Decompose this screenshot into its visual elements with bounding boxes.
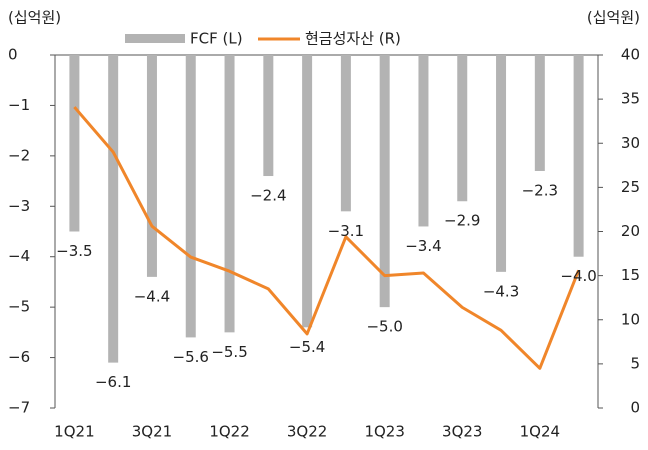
data-label: −4.4 (134, 287, 170, 305)
y2-tick-label: 5 (630, 354, 640, 372)
data-label: −5.0 (366, 318, 402, 336)
bar (224, 55, 235, 333)
line (73, 106, 581, 370)
bar (302, 55, 313, 328)
y2-tick-label: 35 (621, 90, 640, 108)
legend-swatch (125, 34, 185, 43)
y2-tick-label: 10 (621, 310, 640, 328)
bar (418, 55, 429, 227)
y2-tick-label: 25 (621, 178, 640, 196)
data-label: −3.5 (56, 242, 92, 260)
bar (185, 55, 196, 338)
x-tick-label: 1Q22 (209, 423, 249, 441)
x-tick-label: 3Q22 (287, 423, 327, 441)
y-tick-label: −7 (8, 399, 30, 417)
bar (108, 55, 119, 363)
y-tick-label: −5 (8, 298, 30, 316)
right-unit: (십억원) (587, 9, 640, 27)
y-tick-label: −2 (8, 146, 30, 164)
left-unit: (십억원) (8, 9, 61, 27)
bar (457, 55, 468, 202)
y-tick-label: −4 (8, 247, 30, 265)
data-label: −5.6 (173, 348, 209, 366)
data-label: −6.1 (95, 373, 131, 391)
bar (534, 55, 545, 171)
bar (69, 55, 80, 232)
data-label: −2.3 (522, 181, 558, 199)
data-label: −3.1 (328, 222, 364, 240)
y2-tick-label: 15 (621, 266, 640, 284)
bar (263, 55, 274, 177)
x-tick-label: 3Q21 (132, 423, 172, 441)
data-label: −5.5 (211, 343, 247, 361)
y2-tick-label: 30 (621, 134, 640, 152)
bar (379, 55, 390, 308)
data-label: −4.3 (483, 282, 519, 300)
data-label: −5.4 (289, 338, 325, 356)
y2-tick-label: 40 (621, 46, 640, 64)
bar (340, 55, 351, 212)
x-tick-label: 3Q23 (442, 423, 482, 441)
y-tick-label: −1 (8, 96, 30, 114)
x-tick-label: 1Q24 (520, 423, 560, 441)
x-tick-label: 1Q21 (54, 423, 94, 441)
bar (496, 55, 507, 272)
data-label: −3.4 (405, 237, 441, 255)
data-label: −4.0 (560, 267, 596, 285)
legend-label: 현금성자산 (R) (305, 30, 401, 48)
y-tick-label: 0 (8, 46, 18, 64)
bar (146, 55, 157, 277)
y-tick-label: −6 (8, 348, 30, 366)
y-tick-label: −3 (8, 197, 30, 215)
legend-label: FCF (L) (190, 30, 243, 48)
x-tick-label: 1Q23 (364, 423, 404, 441)
y2-tick-label: 0 (630, 399, 640, 417)
data-label: −2.4 (250, 187, 286, 205)
y2-tick-label: 20 (621, 222, 640, 240)
data-label: −2.9 (444, 212, 480, 230)
bar (573, 55, 584, 257)
